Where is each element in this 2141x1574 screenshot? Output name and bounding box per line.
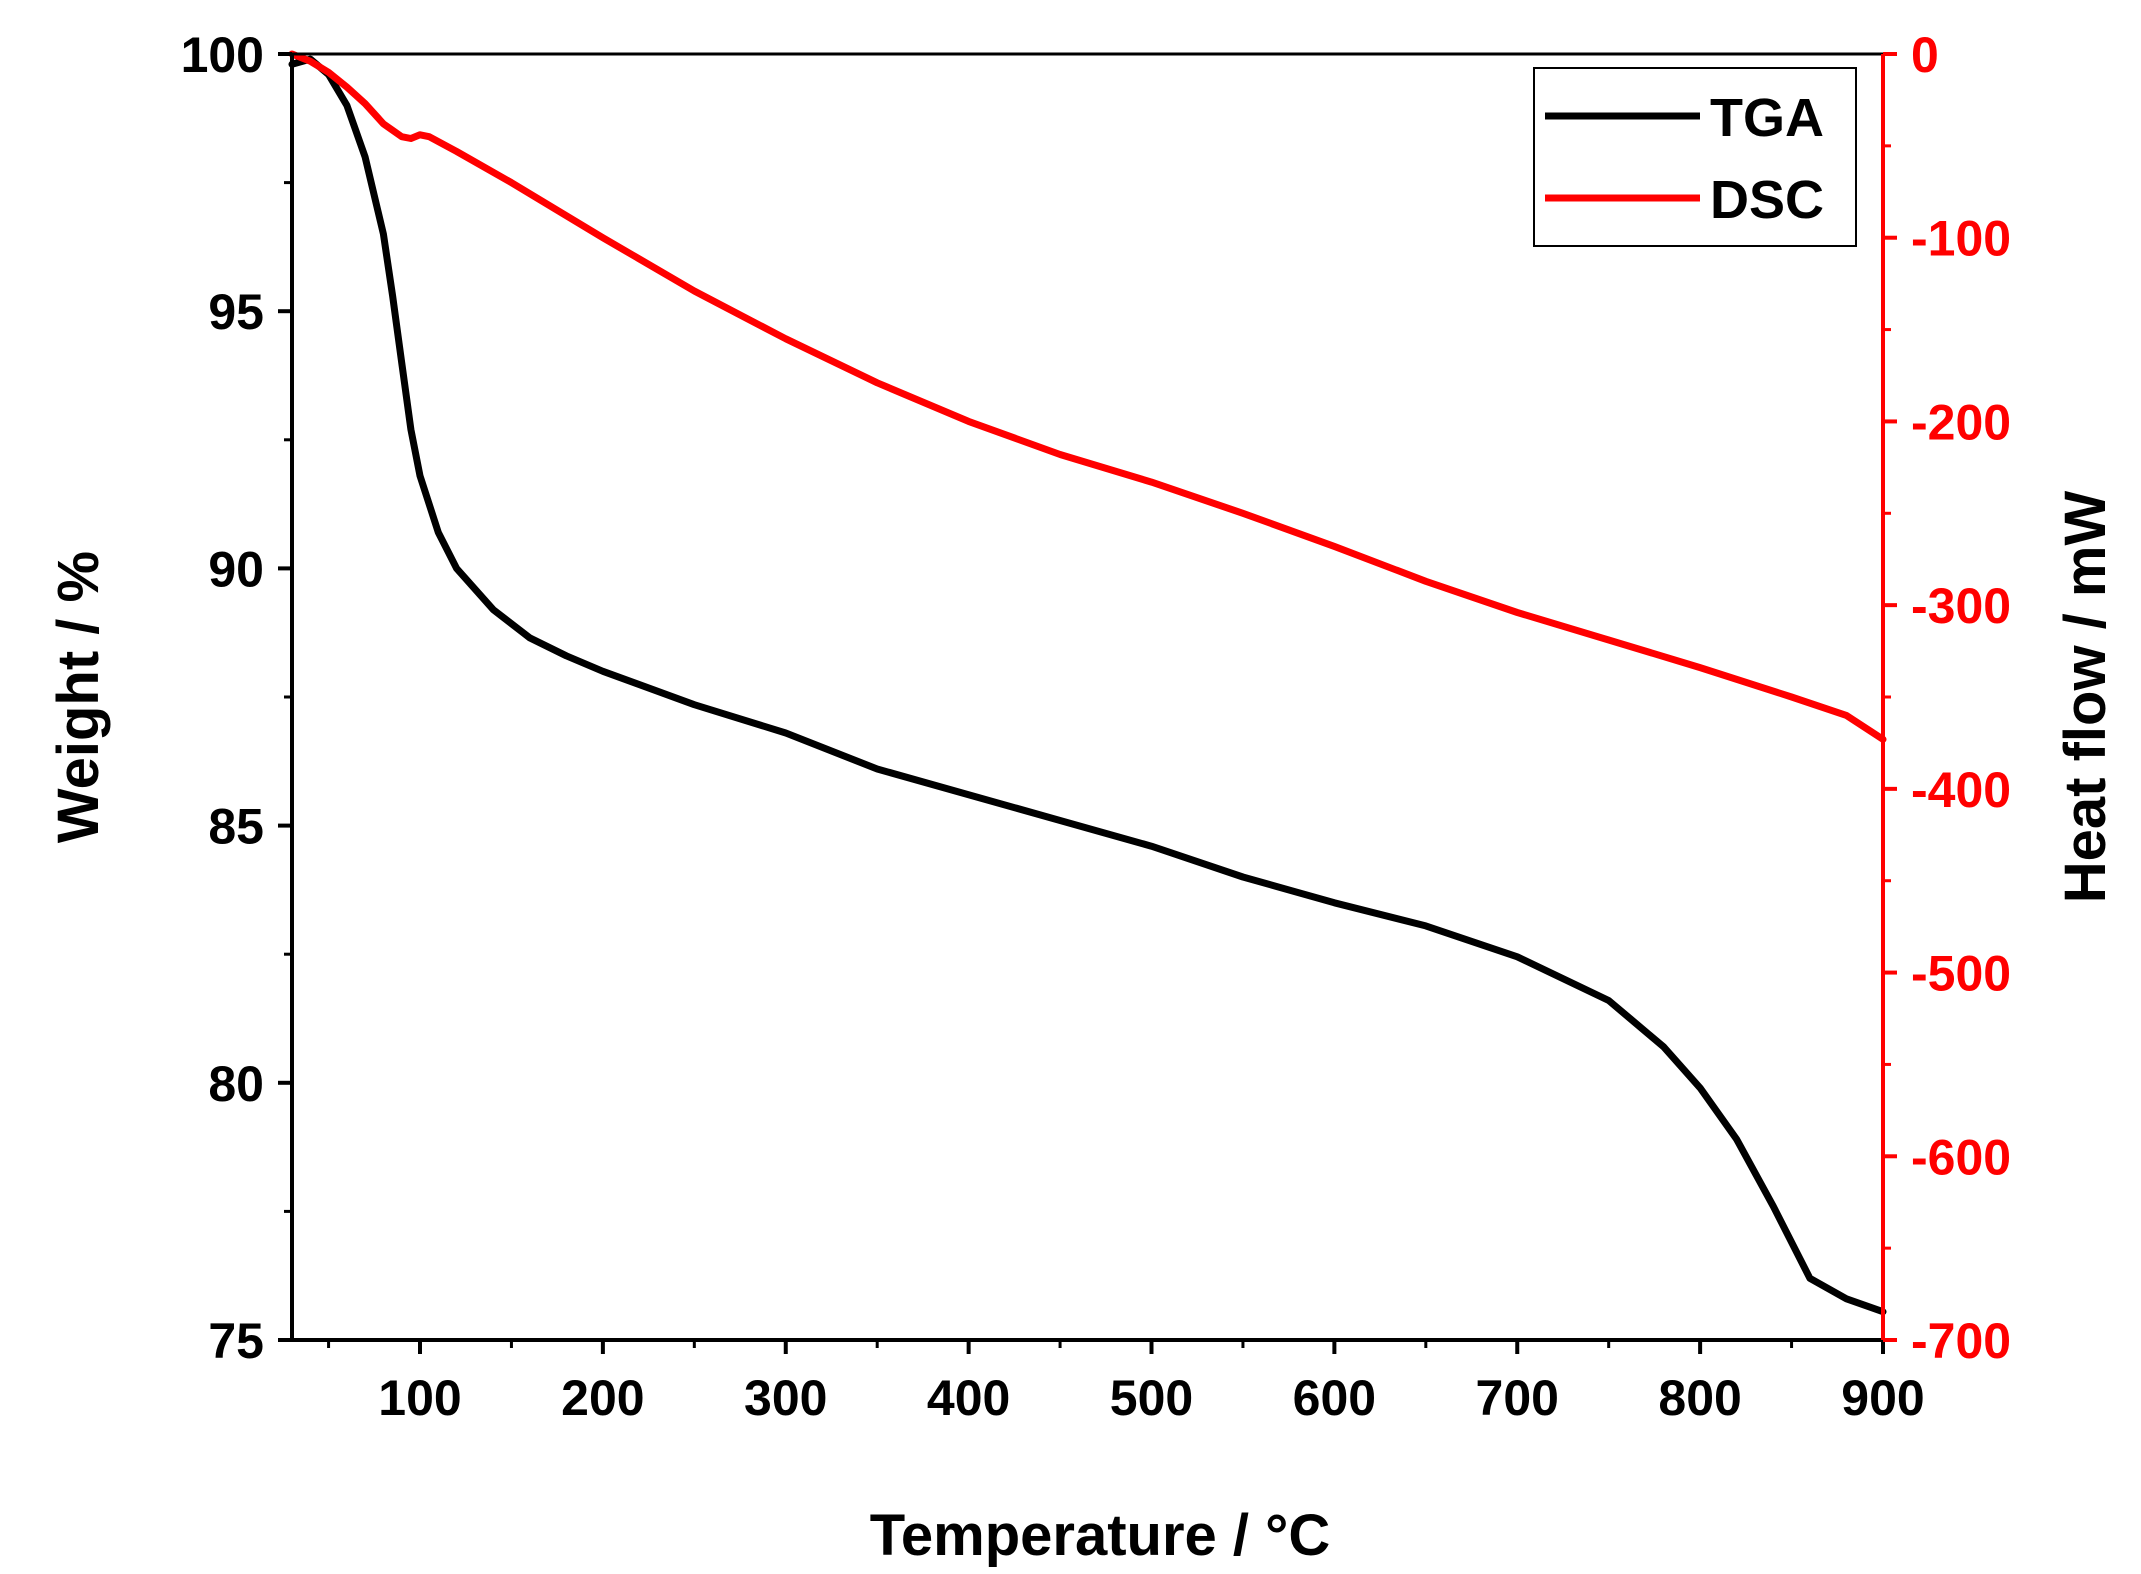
right-axis-ticks: 0 -100 -200 -300 -400 -500 -600 -700	[1883, 27, 2011, 1369]
left-axis-title: Weight / %	[46, 551, 111, 843]
x-tick-label: 400	[927, 1370, 1010, 1426]
right-axis-title: Heat flow / mW	[2053, 491, 2118, 904]
right-y-tick-label: -300	[1911, 578, 2011, 634]
x-tick-label: 600	[1293, 1370, 1376, 1426]
x-axis-ticks: 100 200 300 400 500 600 700 800 900	[327, 1340, 1925, 1426]
left-y-tick-label: 85	[208, 799, 264, 855]
x-tick-label: 700	[1476, 1370, 1559, 1426]
x-tick-label: 100	[378, 1370, 461, 1426]
right-y-tick-label: -600	[1911, 1129, 2011, 1185]
x-tick-label: 800	[1658, 1370, 1741, 1426]
series-layer	[288, 50, 1887, 1316]
right-y-tick-label: -700	[1911, 1313, 2011, 1369]
x-tick-label: 900	[1841, 1370, 1924, 1426]
x-tick-label: 500	[1110, 1370, 1193, 1426]
x-axis-title: Temperature / °C	[870, 1503, 1330, 1568]
series-line-dsc	[288, 50, 1887, 743]
right-y-tick-label: -400	[1911, 762, 2011, 818]
left-y-tick-label: 75	[208, 1313, 264, 1369]
left-y-tick-label: 80	[208, 1056, 264, 1112]
series-line-tga	[288, 55, 1887, 1316]
legend-box	[1533, 67, 1857, 247]
legend-label-tga: TGA	[1710, 88, 1824, 148]
right-y-tick-label: -100	[1911, 211, 2011, 267]
right-y-tick-label: -200	[1911, 394, 2011, 450]
x-tick-label: 200	[561, 1370, 644, 1426]
x-tick-label: 300	[744, 1370, 827, 1426]
left-y-tick-label: 95	[208, 284, 264, 340]
left-y-tick-label: 100	[181, 27, 264, 83]
legend-label-dsc: DSC	[1710, 170, 1824, 230]
left-y-tick-label: 90	[208, 541, 264, 597]
legend: TGA DSC	[1533, 67, 1857, 247]
right-y-tick-label: -500	[1911, 946, 2011, 1002]
left-axis-ticks: 75 80 85 90 95 100	[181, 27, 292, 1369]
right-y-tick-label: 0	[1911, 27, 1939, 83]
